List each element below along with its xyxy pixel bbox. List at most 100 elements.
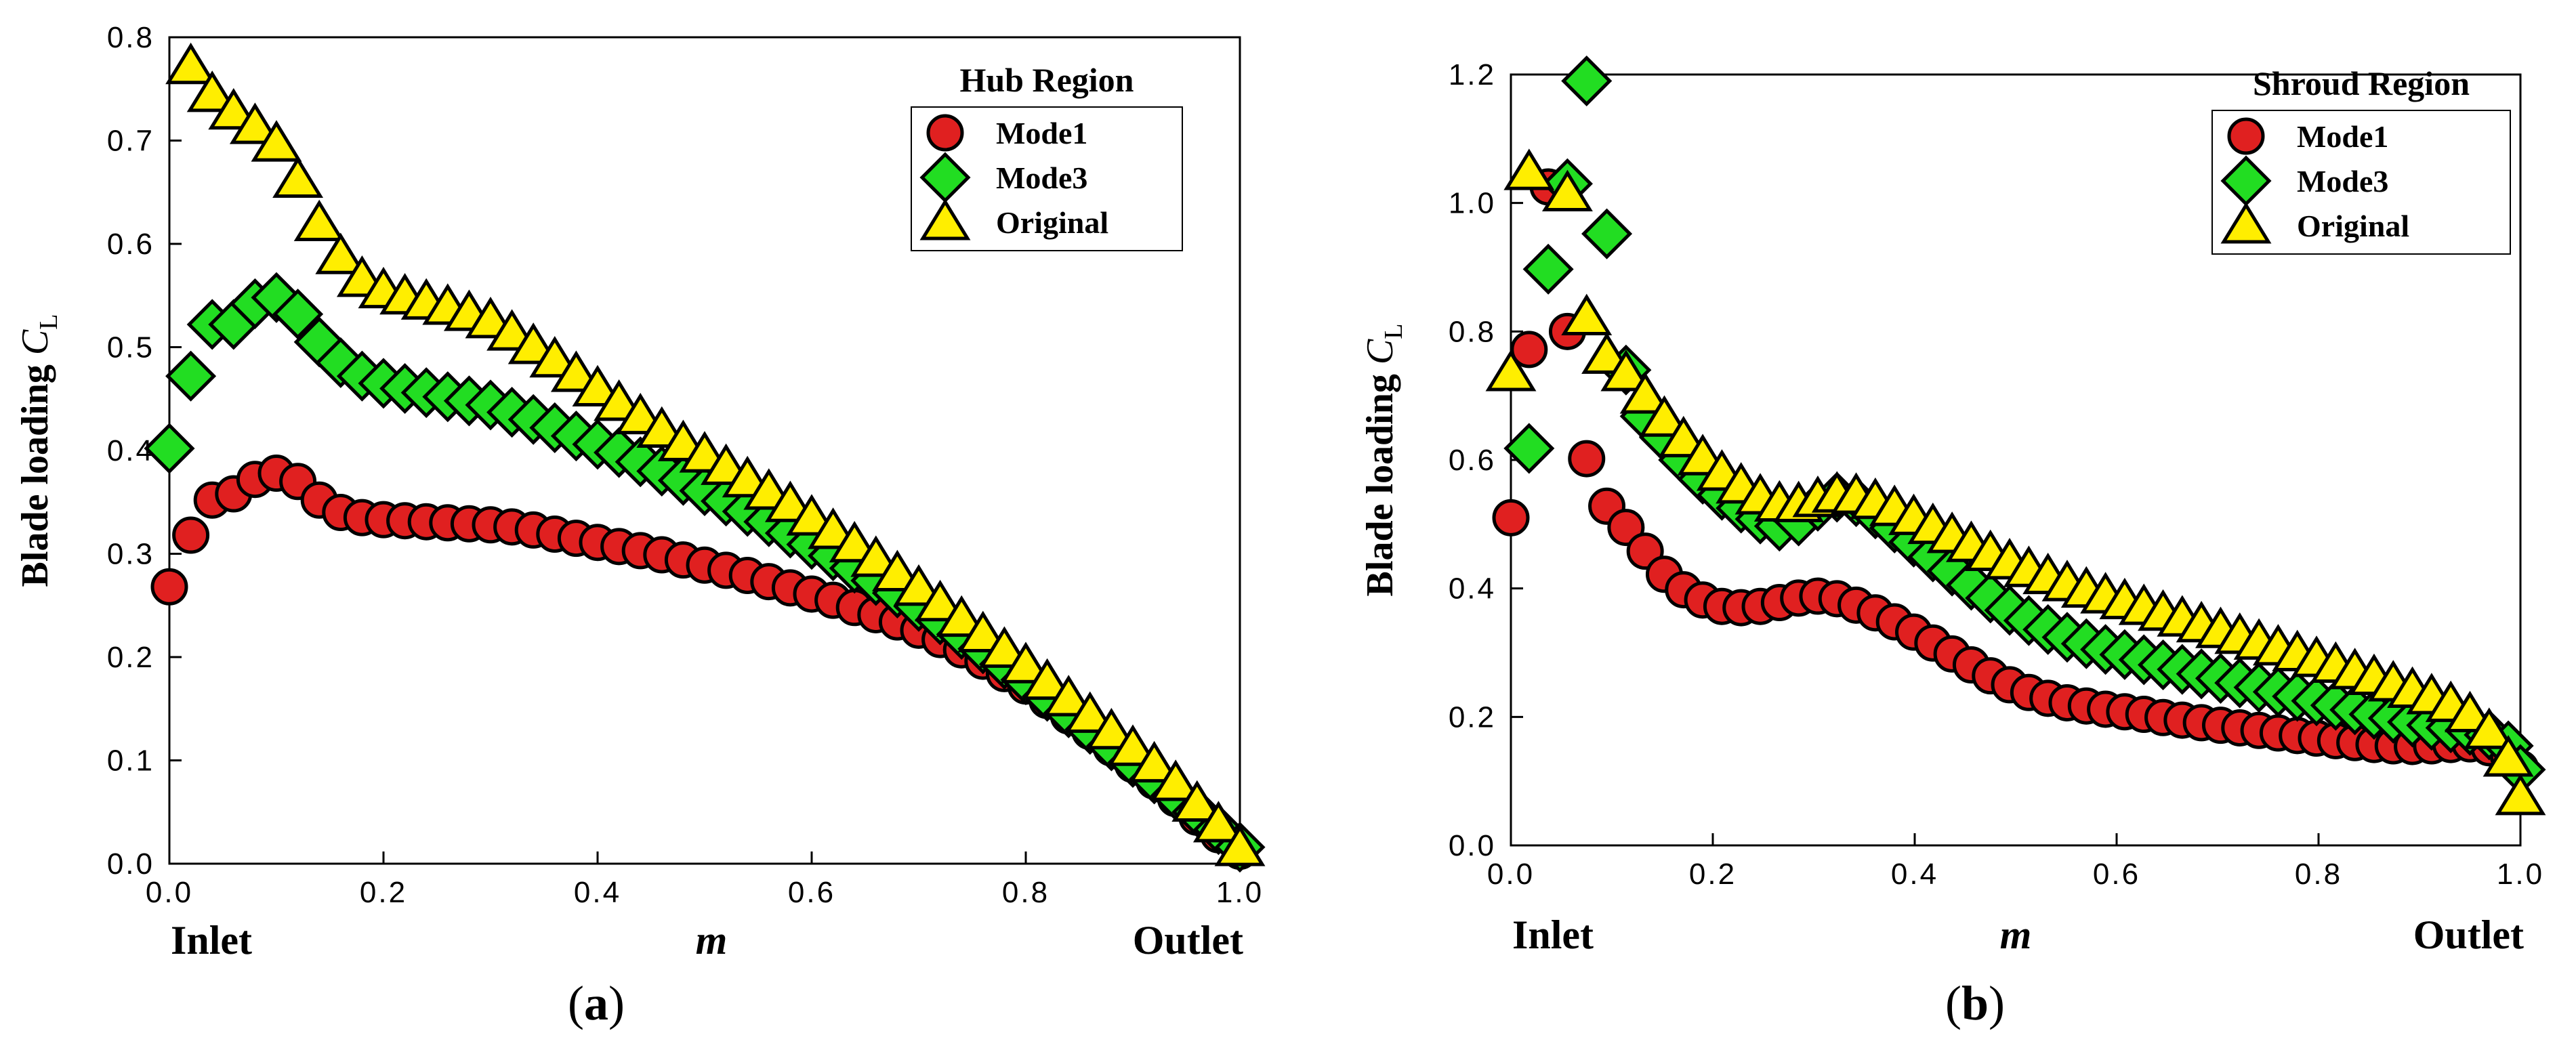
y-axis-subscript: L [1379, 324, 1408, 339]
y-axis-title-text: Blade loading [1359, 364, 1401, 596]
data-point-original [915, 579, 966, 622]
data-point-original [1639, 395, 1690, 437]
x-axis-title: m [2000, 912, 2032, 957]
legend-title: Shroud Region [2253, 64, 2470, 102]
legend-label-mode3: Mode3 [2297, 164, 2388, 198]
data-point-original [1192, 801, 1244, 843]
legend-marker-mode1 [926, 114, 964, 152]
legend-label-mode1: Mode1 [2297, 119, 2388, 154]
data-point-original [1600, 350, 1652, 392]
data-point-original [1485, 350, 1537, 392]
data-point-original [165, 42, 217, 85]
y-tick-label: 0.2 [107, 641, 154, 674]
y-tick-label: 0.6 [1449, 444, 1496, 477]
data-point-original [529, 336, 581, 378]
x-tick-label: 0.6 [788, 876, 835, 909]
inlet-label: Inlet [171, 918, 252, 963]
data-point-original [572, 364, 623, 406]
panel-letter: a [584, 976, 608, 1030]
x-tick-label: 0.4 [1891, 858, 1938, 891]
data-point-original [1107, 724, 1159, 766]
y-axis-title: Blade loading CL [1359, 324, 1408, 597]
data-point-mode3 [165, 350, 217, 402]
y-tick-label: 0.4 [1449, 572, 1496, 606]
x-tick-label: 0.0 [1487, 858, 1535, 891]
x-tick-label: 1.0 [1216, 876, 1264, 909]
data-point-mode1 [172, 516, 210, 554]
data-point-original [1064, 691, 1116, 733]
data-point-original [1658, 415, 1709, 458]
data-point-original [293, 199, 345, 241]
y-tick-label: 0.8 [107, 21, 154, 54]
legend-marker-original [919, 198, 971, 240]
y-tick-label: 0.2 [1449, 700, 1496, 734]
legend-label-mode1: Mode1 [996, 116, 1087, 150]
data-point-original [1000, 641, 1052, 683]
legend: Hub Region Mode1 Mode3 Original [911, 61, 1183, 251]
y-tick-label: 0.1 [107, 744, 154, 778]
data-point-original [893, 564, 944, 606]
data-point-original [1619, 372, 1671, 414]
series-original [1485, 148, 2546, 816]
panel-a: 0.0 0.1 0.2 0.3 0.4 0.5 0.6 0.7 0.8 0.0 0.2 0.4 0.6 0… [14, 21, 1266, 1030]
y-tick-label: 1.2 [1449, 58, 1496, 91]
data-point-mode3 [1522, 243, 1574, 295]
legend-marker-mode1 [2227, 117, 2265, 155]
data-point-original [208, 88, 259, 130]
x-tick-label: 0.8 [1002, 876, 1050, 909]
data-point-original [1214, 824, 1266, 866]
data-point-original [1150, 759, 1201, 801]
legend: Shroud Region Mode1 Mode3 Original [2211, 64, 2511, 255]
legend-title: Hub Region [959, 61, 1134, 99]
y-tick-label: 0.0 [1449, 829, 1496, 862]
y-tick-label: 0.7 [107, 125, 154, 158]
data-point-mode3 [1503, 423, 1555, 474]
panel-caption: (b) [1945, 976, 2005, 1030]
y-axis-symbol: C [1359, 339, 1401, 364]
data-point-original [978, 626, 1030, 668]
data-point-original [1503, 148, 1555, 190]
data-point-mode1 [1510, 331, 1548, 369]
data-point-original [957, 610, 1009, 652]
y-axis-subscript: L [35, 314, 63, 330]
y-axis-title-text: Blade loading [14, 355, 56, 587]
data-point-original [1043, 675, 1094, 717]
panel-b: 0.0 0.2 0.4 0.6 0.8 1.0 1.2 0.0 0.2 0.4 0.6 0.8 1.0 B… [1359, 55, 2546, 1030]
data-point-original [936, 595, 987, 637]
y-tick-label: 0.8 [1449, 315, 1496, 348]
data-point-original [251, 120, 302, 162]
x-tick-label: 0.8 [2295, 858, 2342, 891]
data-point-mode3 [144, 423, 195, 474]
data-point-mode1 [1492, 499, 1530, 536]
data-point-mode1 [150, 568, 188, 606]
x-tick-label: 0.0 [146, 876, 193, 909]
legend-label-original: Original [2297, 209, 2409, 243]
data-point-original [550, 350, 602, 392]
data-point-original [1171, 780, 1223, 822]
data-point-original [272, 156, 324, 198]
outlet-label: Outlet [2413, 912, 2524, 957]
x-tick-label: 0.2 [1689, 858, 1737, 891]
data-point-original [186, 70, 238, 112]
panel-letter: b [1961, 976, 1989, 1030]
y-tick-label: 0.6 [107, 228, 154, 261]
x-tick-label: 0.4 [574, 876, 621, 909]
y-tick-label: 0.3 [107, 538, 154, 571]
legend-label-mode3: Mode3 [996, 161, 1087, 195]
y-tick-label: 0.0 [107, 847, 154, 881]
data-point-original [2495, 774, 2546, 816]
series-mode1 [150, 455, 1259, 870]
x-tick-label: 0.2 [360, 876, 407, 909]
x-axis-title: m [696, 918, 728, 963]
data-point-mode3 [272, 289, 324, 340]
data-point-original [1541, 169, 1593, 211]
data-point-original [871, 549, 923, 591]
data-point-original [850, 535, 902, 577]
data-point-original [2464, 707, 2515, 749]
data-point-mode1 [1568, 440, 1606, 478]
y-tick-label: 0.4 [107, 434, 154, 467]
data-point-original [1129, 740, 1180, 783]
data-point-original [229, 102, 281, 144]
data-point-original [1561, 293, 1613, 335]
